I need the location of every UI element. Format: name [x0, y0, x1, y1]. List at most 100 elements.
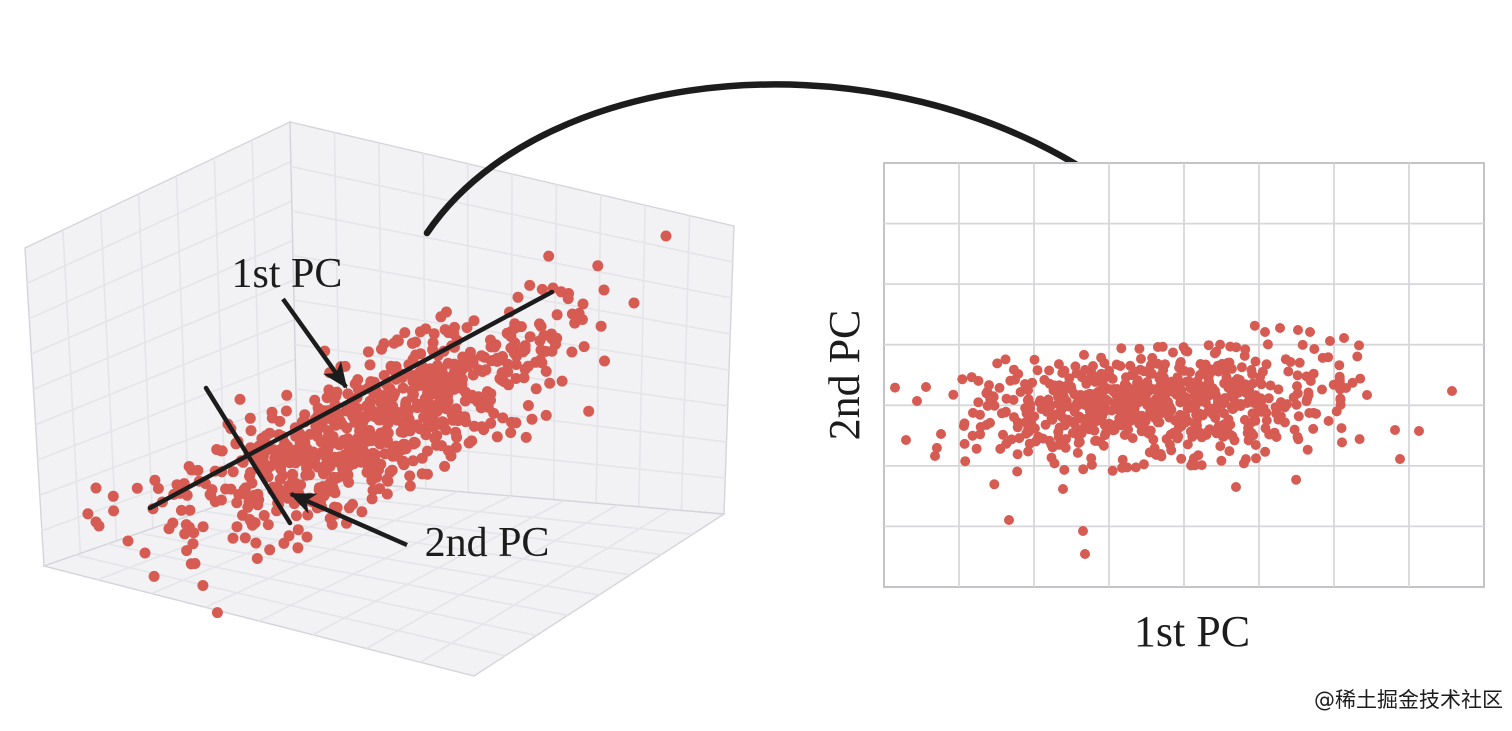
scatter-point [422, 445, 433, 457]
scatter-point [277, 470, 289, 481]
scatter-point [399, 327, 411, 339]
scatter-point [1305, 327, 1315, 337]
scatter-point [1063, 401, 1074, 412]
scatter-point [1130, 462, 1141, 473]
scatter-point [1200, 398, 1211, 408]
scatter-point [1283, 366, 1294, 377]
scatter-point [566, 346, 578, 358]
scatter-point [1136, 353, 1146, 364]
scatter-point [505, 331, 517, 342]
scatter-point [347, 498, 358, 510]
scatter-point [960, 456, 971, 467]
scatter-point [1080, 549, 1090, 559]
scatter-point [1053, 432, 1064, 443]
scatter-point [420, 429, 432, 441]
scatter-point [1293, 325, 1303, 335]
scatter-point [363, 457, 375, 469]
scatter-point [321, 392, 333, 404]
scatter-point [320, 459, 332, 471]
scatter-point [1073, 438, 1084, 448]
scatter-point [1253, 406, 1264, 417]
scatter-point [171, 479, 183, 491]
scatter-point [901, 435, 911, 445]
scatter-point [526, 413, 538, 425]
first-pc-line [147, 289, 555, 511]
scatter-point [318, 468, 330, 479]
scatter-point [518, 372, 530, 384]
scatter-point [971, 443, 982, 454]
scatter-point [1148, 434, 1159, 445]
scatter-point [1193, 450, 1204, 461]
pane-grid-line [37, 358, 296, 461]
scatter-point [1247, 369, 1258, 380]
scatter-point [546, 333, 558, 345]
scatter-point [520, 431, 532, 443]
scatter-point [1292, 431, 1303, 442]
scatter-point [107, 490, 119, 502]
scatter-point [366, 493, 378, 505]
scatter-point [1109, 424, 1120, 435]
scatter-point [108, 505, 120, 517]
scatter-point [440, 306, 452, 318]
scatter-point [1138, 459, 1149, 470]
scatter-point [994, 382, 1005, 393]
scatter-point [407, 375, 419, 387]
scatter-point [429, 432, 441, 444]
scatter-point [1078, 464, 1089, 475]
scatter-point [1238, 458, 1249, 469]
scatter-point [439, 371, 451, 382]
pane-grid-line [312, 499, 565, 636]
pane-grid-line [175, 175, 190, 516]
scatter-point [265, 460, 277, 472]
scatter-point [320, 436, 332, 448]
scatter-point [278, 537, 290, 549]
scatter-point [1189, 390, 1200, 401]
scatter-point [524, 331, 536, 343]
scatter-point [481, 386, 493, 398]
scatter-point [1226, 402, 1237, 412]
scatter-point [1225, 429, 1236, 440]
scatter-point [441, 396, 453, 408]
scatter-point [1362, 390, 1372, 400]
scatter-point [464, 346, 476, 358]
scatter-point [181, 545, 193, 557]
scatter-point [256, 433, 268, 444]
pane-grid-line [33, 279, 294, 391]
scatter-point [1093, 386, 1104, 397]
scatter-point [1046, 439, 1057, 450]
scatter-point [1024, 438, 1035, 449]
scatter-point [391, 406, 403, 418]
scatter-point [451, 431, 463, 443]
scatter-point [1152, 417, 1163, 428]
scatter-point [231, 497, 243, 509]
scatter-point [1107, 373, 1118, 384]
scatter-point [421, 468, 433, 480]
pane-grid-line [366, 504, 618, 650]
scatter-point [1158, 372, 1169, 383]
scatter-point [495, 352, 507, 364]
scatter-point [245, 425, 257, 437]
scatter-point [407, 455, 419, 467]
scatter-point [1064, 373, 1075, 384]
scatter-point [1355, 373, 1366, 384]
pane-grid-line [28, 200, 293, 320]
scatter-point [1247, 378, 1258, 389]
scatter-point [1301, 371, 1312, 382]
second-pc-line [203, 385, 293, 526]
scatter-point [1155, 449, 1166, 459]
scatter-point [1100, 394, 1111, 405]
scatter-point [1275, 323, 1285, 333]
scatter-point [1323, 352, 1334, 363]
scatter-point [1053, 359, 1064, 370]
scatter-point [215, 445, 227, 457]
scatter-point [498, 376, 510, 387]
scatter-point [1337, 437, 1347, 448]
scatter-point [1038, 433, 1048, 444]
scatter-point [1158, 384, 1169, 395]
scatter-point [1447, 386, 1457, 396]
scatter-point [1301, 396, 1312, 407]
scatter-point [628, 297, 640, 309]
scatter-point [968, 407, 978, 418]
scatter-point [1203, 340, 1214, 351]
pane-grid-line [26, 160, 292, 285]
